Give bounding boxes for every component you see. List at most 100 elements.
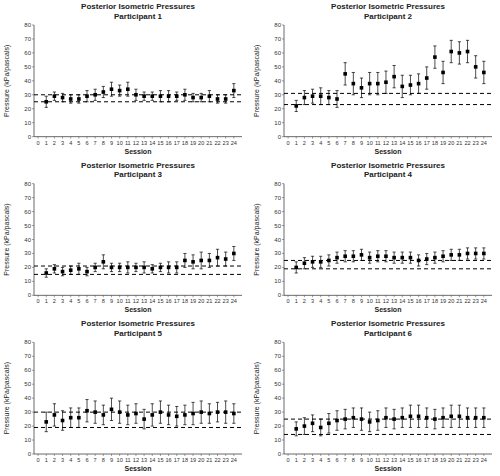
x-tick <box>426 295 427 297</box>
error-bar <box>368 72 371 94</box>
baseline-line <box>34 427 242 428</box>
point <box>93 410 97 414</box>
plot-area <box>34 398 242 432</box>
error-bar <box>167 91 170 102</box>
x-tick-label: 10 <box>117 298 123 304</box>
x-tick <box>320 454 321 456</box>
point <box>183 93 187 97</box>
title: Posterior Isometric PressuresParticipant… <box>81 2 195 21</box>
x-tick-label: 8 <box>352 140 355 146</box>
error-bar <box>45 269 48 277</box>
plot-area <box>34 246 242 277</box>
x-tick <box>87 137 88 139</box>
x-axis-line <box>284 136 492 137</box>
error-bar <box>368 412 371 432</box>
x-tick <box>402 137 403 139</box>
x-tick <box>176 454 177 456</box>
y-tick <box>32 342 34 343</box>
title-line: Participant 4 <box>364 170 413 179</box>
y-tick-label: 40 <box>24 395 31 401</box>
error-bar <box>183 253 186 267</box>
x-tick-label: 7 <box>94 457 97 463</box>
title: Posterior Isometric PressuresParticipant… <box>331 161 445 180</box>
error-bar <box>482 408 485 428</box>
x-tick-label: 4 <box>69 457 72 463</box>
error-bar <box>311 256 314 267</box>
x-tick-label: 6 <box>335 457 338 463</box>
point <box>61 270 65 274</box>
y-tick <box>32 225 34 226</box>
x-tick-label: 10 <box>367 298 373 304</box>
point <box>85 409 89 413</box>
y-tick-label: 20 <box>24 264 31 270</box>
title: Posterior Isometric PressuresParticipant… <box>331 319 445 338</box>
point <box>384 254 388 258</box>
x-tick-label: 2 <box>303 457 306 463</box>
point <box>376 419 380 423</box>
title-line: Participant 6 <box>364 329 413 338</box>
error-bar <box>327 255 330 266</box>
x-tick <box>87 295 88 297</box>
x-tick <box>328 295 329 297</box>
panel: Posterior Isometric PressuresParticipant… <box>3 2 242 155</box>
error-bar <box>344 409 347 429</box>
point <box>376 82 380 86</box>
error-bar <box>295 422 298 436</box>
x-tick-label: 17 <box>424 457 430 463</box>
x-tick-label: 14 <box>399 140 405 146</box>
y-tick-label: 80 <box>274 22 281 28</box>
y-tick-label: 40 <box>274 237 281 243</box>
x-tick <box>78 137 79 139</box>
x-tick-label: 9 <box>360 457 363 463</box>
x-tick-label: 24 <box>481 298 487 304</box>
x-tick-label: 1 <box>45 457 48 463</box>
error-bar <box>360 78 363 98</box>
panel: Posterior Isometric PressuresParticipant… <box>253 161 492 314</box>
point <box>167 94 171 98</box>
point <box>69 97 73 101</box>
x-tick <box>193 454 194 456</box>
error-bar <box>110 263 113 271</box>
y-tick-label: 10 <box>24 120 31 126</box>
x-tick <box>144 137 145 139</box>
x-tick <box>459 454 460 456</box>
plot-area <box>284 405 492 436</box>
point <box>167 413 171 417</box>
x-tick-label: 15 <box>157 140 163 146</box>
x-tick <box>394 454 395 456</box>
y-tick-label: 50 <box>24 64 31 70</box>
y-tick-label: 20 <box>24 106 31 112</box>
x-tick-label: 8 <box>102 298 105 304</box>
x-tick <box>217 295 218 297</box>
x-tick <box>168 454 169 456</box>
error-bar <box>409 405 412 427</box>
x-tick-label: 1 <box>45 140 48 146</box>
x-tick <box>217 454 218 456</box>
y-tick <box>32 108 34 109</box>
x-tick <box>160 295 161 297</box>
y-tick-label: 70 <box>274 195 281 201</box>
plot-area <box>34 82 242 107</box>
error-bar <box>401 252 404 263</box>
x-tick-label: 6 <box>85 140 88 146</box>
y-tick <box>32 239 34 240</box>
x-tick-label: 16 <box>165 140 171 146</box>
y-tick-label: 0 <box>278 292 282 298</box>
x-tick-label: 15 <box>407 457 413 463</box>
point <box>232 89 236 93</box>
error-bar <box>224 401 227 423</box>
x-tick <box>402 295 403 297</box>
x-tick-label: 16 <box>415 298 421 304</box>
y-tick-label: 80 <box>274 339 281 345</box>
error-bar <box>224 252 227 266</box>
x-axis-label: Session <box>125 465 152 472</box>
x-tick <box>467 137 468 139</box>
point <box>216 410 220 414</box>
x-tick-label: 5 <box>77 457 80 463</box>
x-tick-label: 24 <box>231 298 237 304</box>
y-tick-label: 40 <box>24 78 31 84</box>
x-tick <box>451 137 452 139</box>
x-tick <box>320 295 321 297</box>
error-bar <box>303 91 306 105</box>
x-tick <box>361 137 362 139</box>
